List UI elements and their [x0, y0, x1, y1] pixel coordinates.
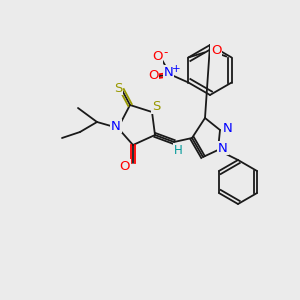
Text: N: N	[218, 142, 228, 154]
Text: S: S	[152, 100, 160, 113]
Text: O: O	[120, 160, 130, 172]
Text: -: -	[163, 46, 167, 59]
Text: O: O	[211, 44, 222, 57]
Text: S: S	[114, 82, 122, 94]
Text: N: N	[164, 66, 173, 79]
Text: H: H	[174, 143, 182, 157]
Text: +: +	[172, 64, 181, 74]
Text: O: O	[148, 69, 159, 82]
Text: N: N	[223, 122, 233, 134]
Text: N: N	[111, 119, 121, 133]
Text: O: O	[152, 50, 163, 63]
